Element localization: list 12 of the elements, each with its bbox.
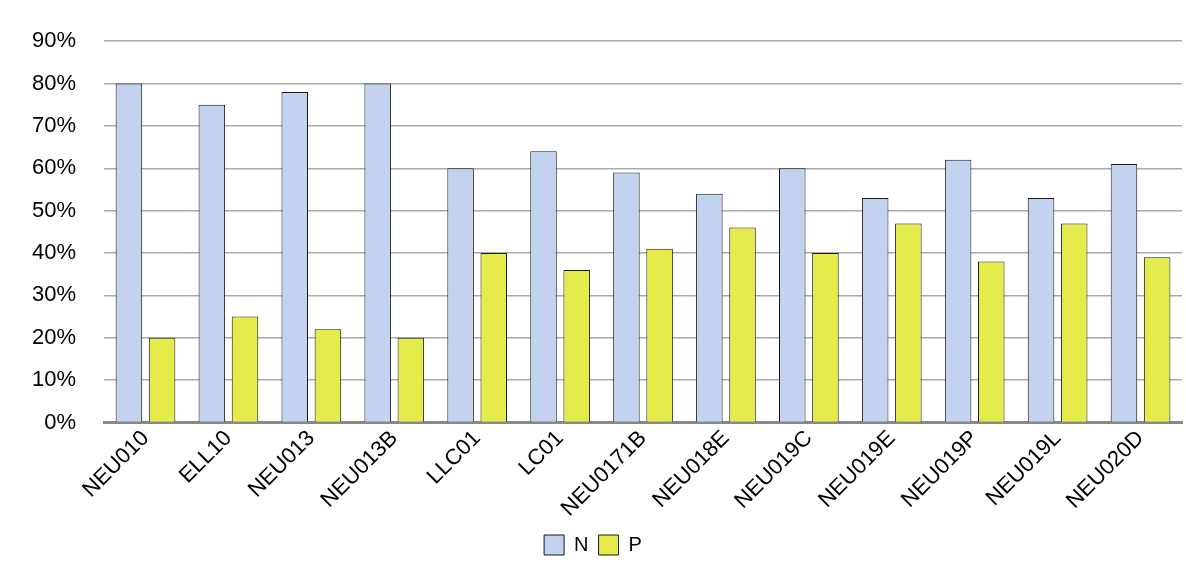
y-tick-label: 80%	[31, 69, 77, 95]
y-tick-label: 60%	[31, 154, 77, 180]
y-tick-label: 40%	[31, 239, 77, 265]
y-tick-label: 0%	[44, 408, 77, 434]
y-tick-label: 90%	[31, 27, 77, 53]
y-tick-label: 50%	[31, 196, 77, 222]
y-tick-label: 10%	[31, 366, 77, 392]
legend-label: N	[574, 532, 589, 555]
y-tick-label: 20%	[31, 323, 77, 349]
y-tick-label: 70%	[31, 112, 77, 137]
legend-label: P	[628, 532, 642, 555]
y-tick-label: 30%	[31, 281, 77, 307]
